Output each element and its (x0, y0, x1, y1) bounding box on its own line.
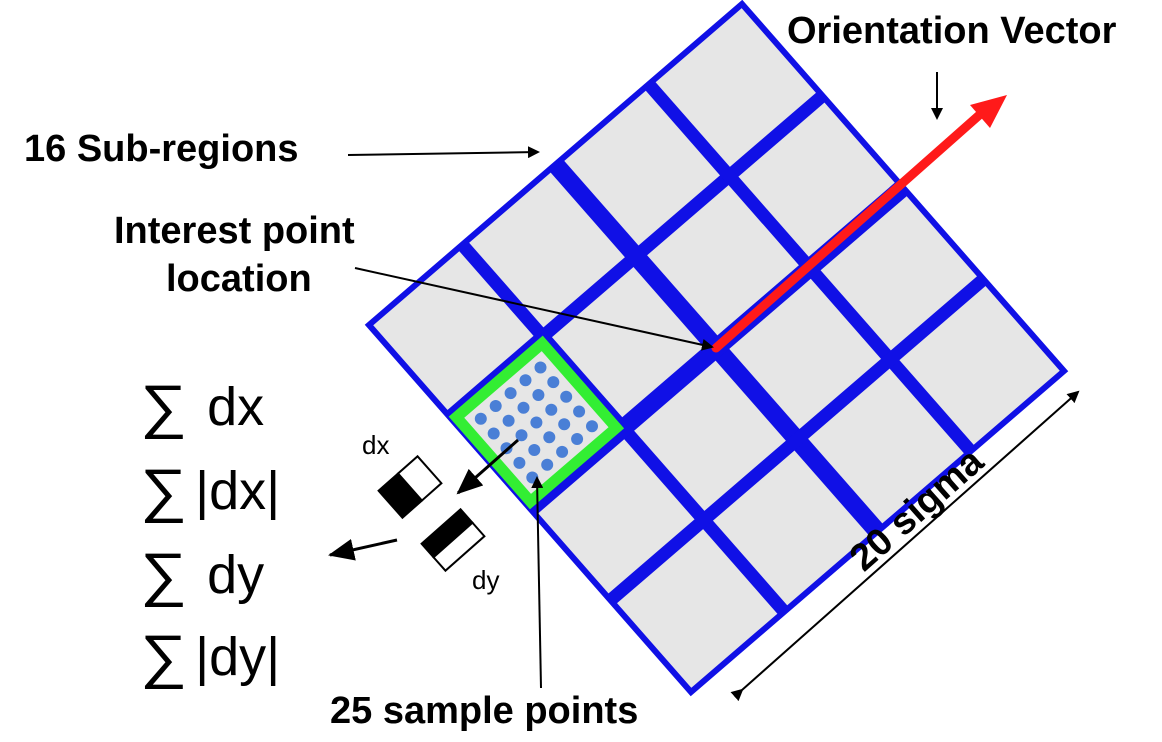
sum-symbol: ∑ (140, 540, 188, 608)
formula-term-dx: dx (207, 377, 265, 437)
formula-term-dy: dy (207, 545, 265, 605)
sample-point (556, 445, 569, 458)
sample-point (573, 405, 586, 418)
sample-point (586, 420, 598, 433)
sample-point (545, 403, 558, 416)
sum-symbol: ∑ (140, 622, 188, 690)
interest-point-label-pointer (354, 267, 714, 351)
sample-point (489, 400, 502, 412)
highlighted-sub-region (448, 335, 625, 510)
sub-regions-label: 16 Sub-regions (24, 128, 299, 170)
sample-point (474, 412, 487, 425)
haar-dx-filter (377, 454, 443, 520)
haar-dy-label: dy (472, 565, 500, 595)
sample-points-label: 25 sample points (330, 690, 639, 732)
sample-point (558, 418, 571, 431)
formula-term-abs-dy: |dy| (195, 627, 281, 687)
formula-sum-abs-dx: ∑ |dx| (140, 452, 280, 528)
sample-point (530, 416, 543, 429)
haar-dx-label: dx (362, 430, 390, 460)
sample-point (502, 414, 515, 427)
sample-point (541, 458, 554, 471)
interest-point-label-line1: Interest point (114, 210, 355, 252)
sample-point (515, 429, 528, 442)
sample-point (547, 376, 560, 389)
sample-point (534, 361, 547, 374)
sample-point (519, 374, 532, 387)
orientation-vector-label: Orientation Vector (787, 10, 1117, 52)
sample-point (487, 427, 500, 440)
orientation-vector-arrow (711, 95, 1007, 353)
sample-point (543, 431, 556, 444)
haar-dy-filter (420, 507, 486, 573)
sample-point (513, 456, 526, 469)
formula-term-abs-dx: |dx| (195, 461, 281, 521)
sample-point (504, 387, 517, 400)
sample-point (571, 433, 584, 445)
response-arrow-to-filters (456, 438, 519, 495)
formula-sum-abs-dy: ∑ |dy| (140, 618, 280, 694)
formula-sum-dx: ∑ dx (140, 368, 264, 444)
sample-point (560, 390, 573, 403)
sum-symbol: ∑ (140, 456, 188, 524)
sample-point (528, 444, 541, 456)
interest-point-label-line2: location (166, 258, 312, 300)
scale-dimension-arrow (730, 390, 1080, 702)
formula-sum-dy: ∑ dy (140, 536, 264, 612)
sub-regions-label-pointer (347, 146, 540, 159)
sample-points-label-pointer (531, 476, 544, 689)
sample-point (532, 389, 545, 401)
sum-symbol: ∑ (140, 372, 188, 440)
response-arrow-to-sums (328, 538, 398, 561)
sample-point (517, 401, 530, 414)
